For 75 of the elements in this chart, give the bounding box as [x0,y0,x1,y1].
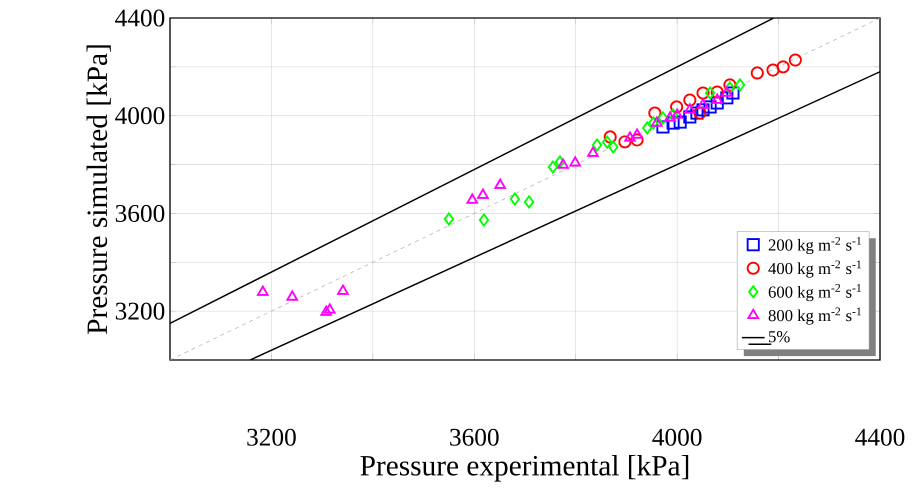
point [337,284,349,295]
point [671,108,683,119]
point [724,81,736,94]
point [477,188,489,199]
point [642,121,652,134]
point [683,110,696,124]
point [710,96,724,110]
point [631,128,643,139]
x-tick-label: 3200 [247,428,296,446]
point [704,100,717,114]
y-tick-label: 3600 [116,204,164,222]
point [766,64,780,77]
point [324,303,336,314]
y-tick-label: 4400 [115,9,164,27]
point [618,135,632,148]
point [704,86,716,100]
point [656,120,670,134]
point [608,140,618,154]
point [444,212,454,226]
point [788,53,802,67]
point [524,195,534,208]
point [723,78,736,92]
point [257,286,269,296]
point [648,106,662,120]
point [693,106,707,120]
point [624,131,636,142]
point [320,306,332,316]
point [720,91,734,104]
point [670,100,684,114]
point [587,146,599,157]
y-axis-title: Pressure simulated [kPa] [86,45,111,334]
point [569,156,581,167]
point [630,133,644,146]
point [658,111,668,124]
point [648,116,658,130]
y-tick-label: 4000 [115,107,164,124]
point [666,116,680,130]
point [684,103,696,114]
y-tick-label: 3200 [116,302,164,320]
point [286,290,298,301]
point [697,98,709,109]
point [548,160,558,174]
legend-label: 600 kg m$^{-2}$ s$^{-1}$ [768,284,862,302]
x-tick-label: 4000 [652,428,702,446]
point [674,116,687,129]
point [494,178,506,189]
point [776,60,790,74]
point [557,158,569,169]
x-axis-title: Pressure experimental [kPa] [360,454,688,482]
x-tick-label: 4400 [855,428,904,446]
point [478,213,490,227]
point [726,86,740,100]
point [668,108,678,122]
point [554,155,566,168]
point [602,136,612,149]
legend-label: 5% [768,331,790,342]
point [510,192,520,206]
point [664,111,676,122]
point [592,138,602,152]
point [721,86,733,97]
legend-label: 200 kg m$^{-2}$ s$^{-1}$ [768,236,862,254]
point [711,94,723,104]
point [750,66,764,80]
point [696,86,710,100]
point [683,94,696,107]
point [466,193,478,204]
point [651,116,663,127]
legend-label: 400 kg m$^{-2}$ s$^{-1}$ [768,260,862,278]
x-tick-label: 3600 [450,428,499,446]
point [696,103,710,116]
point [734,78,746,92]
point [604,130,617,144]
point [690,106,704,120]
legend-label: 800 kg m$^{-2}$ s$^{-1}$ [768,308,862,325]
point [710,85,724,99]
